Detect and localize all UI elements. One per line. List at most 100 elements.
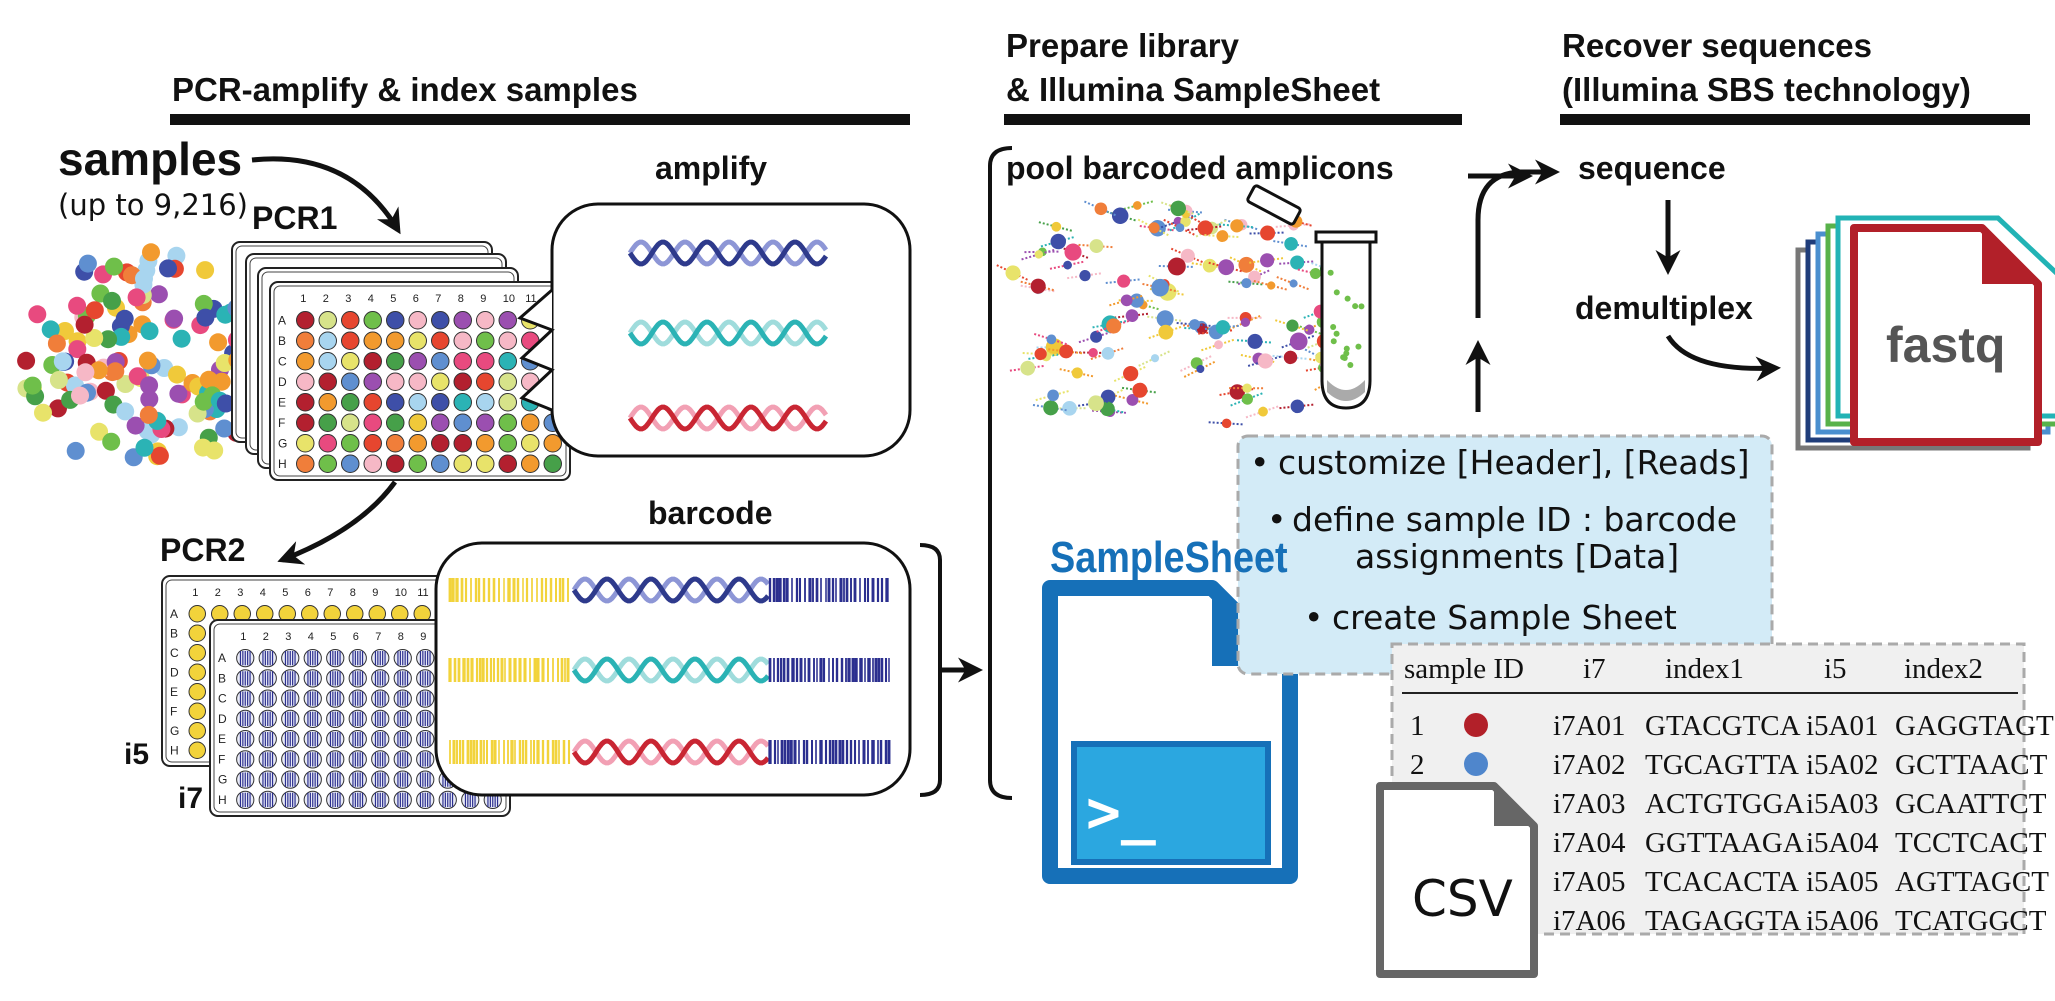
- sample-dot: [86, 301, 104, 319]
- library-bracket: [990, 148, 1012, 798]
- plate-well: [342, 353, 360, 371]
- amplicon-bead: [1110, 205, 1131, 226]
- sample-dot: [24, 377, 42, 395]
- plate-well: [387, 414, 405, 432]
- amplicon-bead: [1290, 255, 1305, 270]
- plate-row-label: G: [170, 724, 179, 738]
- pcr2-label: PCR2: [160, 532, 245, 569]
- plate-row-label: C: [278, 354, 287, 368]
- plate-well: [499, 435, 517, 453]
- tube-particle: [1334, 289, 1340, 295]
- sample-dot: [168, 366, 186, 384]
- table-header-i5: i5: [1824, 653, 1847, 686]
- sample-dot: [195, 393, 213, 411]
- plate-well: [387, 435, 405, 453]
- plate-well: [387, 312, 405, 330]
- amplicon: [994, 258, 1033, 287]
- tube-particle: [1358, 303, 1364, 309]
- plate-col-label: 3: [285, 631, 291, 643]
- amplicon-bead: [1216, 230, 1228, 242]
- sample-dot: [209, 333, 227, 351]
- plate-well: [364, 373, 382, 391]
- sample-dot: [140, 406, 158, 424]
- amplicon-bead: [1116, 274, 1130, 288]
- plate-row-label: E: [170, 685, 178, 699]
- plate-well: [477, 455, 495, 473]
- amplicon-bead: [1079, 269, 1092, 282]
- table-cell-index2: AGTTAGCT: [1895, 866, 2049, 899]
- plate-col-label: 3: [345, 293, 351, 305]
- plate-well: [522, 414, 540, 432]
- sample-dot: [76, 363, 94, 381]
- bullet-create: create Sample Sheet: [1332, 598, 1677, 637]
- plate-col-label: 1: [300, 293, 306, 305]
- plate-col-label: 10: [395, 587, 407, 599]
- sample-dot: [79, 255, 97, 273]
- plate-col-label: 5: [330, 631, 336, 643]
- table-cell-index2: GAGGTAGT: [1895, 710, 2054, 743]
- plate-col-label: 10: [503, 293, 515, 305]
- amplicon-bead: [1100, 345, 1116, 361]
- plate-row-label: B: [218, 671, 226, 685]
- plate-col-label: 5: [390, 293, 396, 305]
- sample-dot: [136, 439, 154, 457]
- amplicon-bead: [1285, 318, 1300, 333]
- amplicon: [1178, 350, 1216, 376]
- plate-row-label: F: [278, 416, 285, 430]
- plate-well: [454, 455, 472, 473]
- amplicon-bead: [1156, 323, 1175, 342]
- plate-well: [364, 435, 382, 453]
- plate-well: [319, 332, 337, 350]
- amplicon-bead: [1217, 258, 1236, 277]
- plate-row-label: E: [278, 395, 286, 409]
- amplicon-bead: [1290, 399, 1305, 414]
- plate-col-label: 4: [308, 631, 314, 643]
- plate-well: [477, 332, 495, 350]
- plate-col-label: 8: [398, 631, 404, 643]
- plate-row-label: A: [170, 607, 178, 621]
- plate-well: [499, 414, 517, 432]
- plate-col-label: 6: [305, 587, 311, 599]
- table-cell-i7: i7A06: [1553, 905, 1626, 938]
- table-header-sample-id: sample ID: [1404, 653, 1524, 686]
- plate-well: [364, 414, 382, 432]
- plate-col-label: 7: [435, 293, 441, 305]
- plate-well: [432, 373, 450, 391]
- sample-2-dot: [1464, 752, 1488, 776]
- table-cell-i7: i7A04: [1553, 827, 1626, 860]
- section-title-pcr: PCR-amplify & index samples: [172, 70, 638, 110]
- plate-well: [432, 435, 450, 453]
- plate-well: [409, 312, 427, 330]
- sample-dot: [103, 292, 121, 310]
- plate-col-label: 9: [372, 587, 378, 599]
- plate-well: [387, 394, 405, 412]
- tube-rim: [1316, 232, 1376, 242]
- amplicon-bead: [1222, 418, 1232, 428]
- amplicon: [1272, 349, 1309, 366]
- table-cell-sample-id: 1: [1410, 710, 1425, 743]
- arrow-demultiplex-to-fastq: [1668, 336, 1776, 368]
- amplicon-bead: [1121, 364, 1141, 384]
- i5-label: i5: [124, 738, 149, 772]
- amplicon: [1244, 401, 1281, 422]
- plate-well: [499, 332, 517, 350]
- amplicon-bead: [1089, 329, 1104, 344]
- section-title-prep-2: & Illumina SampleSheet: [1006, 70, 1380, 110]
- plate-well: [499, 373, 517, 391]
- plate-col-label: 4: [368, 293, 374, 305]
- amplicon: [1246, 349, 1285, 374]
- plate-row-label: H: [218, 793, 227, 807]
- amplicon-bead: [1089, 239, 1104, 254]
- arrow-to-sequence: [1478, 172, 1555, 318]
- sample-dot: [67, 442, 85, 460]
- plate-well: [297, 394, 315, 412]
- bullet-define: define sample ID : barcode: [1292, 500, 1737, 539]
- plate-col-label: 2: [263, 631, 269, 643]
- terminal-prompt: >_: [1086, 778, 1156, 846]
- plate-well: [409, 394, 427, 412]
- plate-well: [297, 353, 315, 371]
- plate-well: [499, 394, 517, 412]
- amplicon-bead: [1259, 252, 1275, 268]
- amplicon: [1237, 333, 1274, 350]
- plate-row-label: A: [218, 651, 226, 665]
